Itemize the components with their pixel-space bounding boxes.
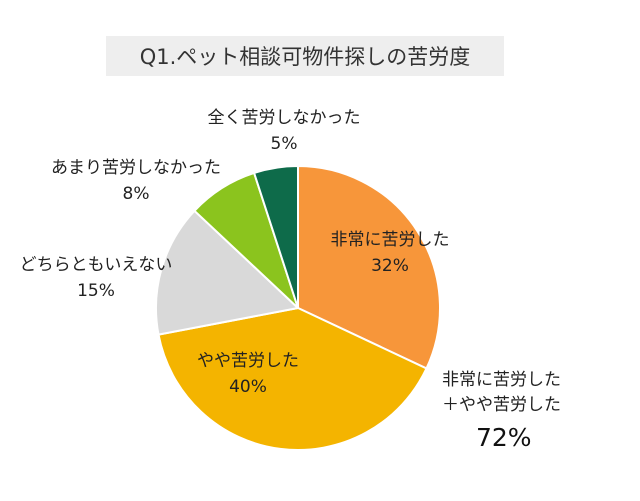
slice-label: あまり苦労しなかった bbox=[51, 158, 221, 178]
slice-label: 全く苦労しなかった bbox=[208, 108, 361, 128]
annotation-line1: 非常に苦労した bbox=[442, 370, 561, 390]
slice-label: 非常に苦労した bbox=[331, 230, 450, 250]
pie-slice bbox=[157, 306, 428, 451]
slice-label: やや苦労した bbox=[197, 351, 299, 371]
slice-value-label: 15% bbox=[77, 281, 115, 301]
pie-slice bbox=[155, 209, 301, 336]
slice-value-label: 40% bbox=[229, 377, 267, 397]
slice-value-label: 5% bbox=[271, 134, 298, 154]
annotation-line2: ＋やや苦労した bbox=[442, 395, 561, 415]
chart-title: Q1.ペット相談可物件探しの苦労度 bbox=[106, 36, 504, 76]
slice-value-label: 32% bbox=[371, 256, 409, 276]
slice-value-label: 8% bbox=[123, 184, 150, 204]
slice-label: どちらともいえない bbox=[20, 255, 173, 275]
pie-slice bbox=[297, 164, 441, 370]
pie-slice bbox=[252, 164, 299, 309]
annotation-value: 72% bbox=[476, 423, 532, 452]
